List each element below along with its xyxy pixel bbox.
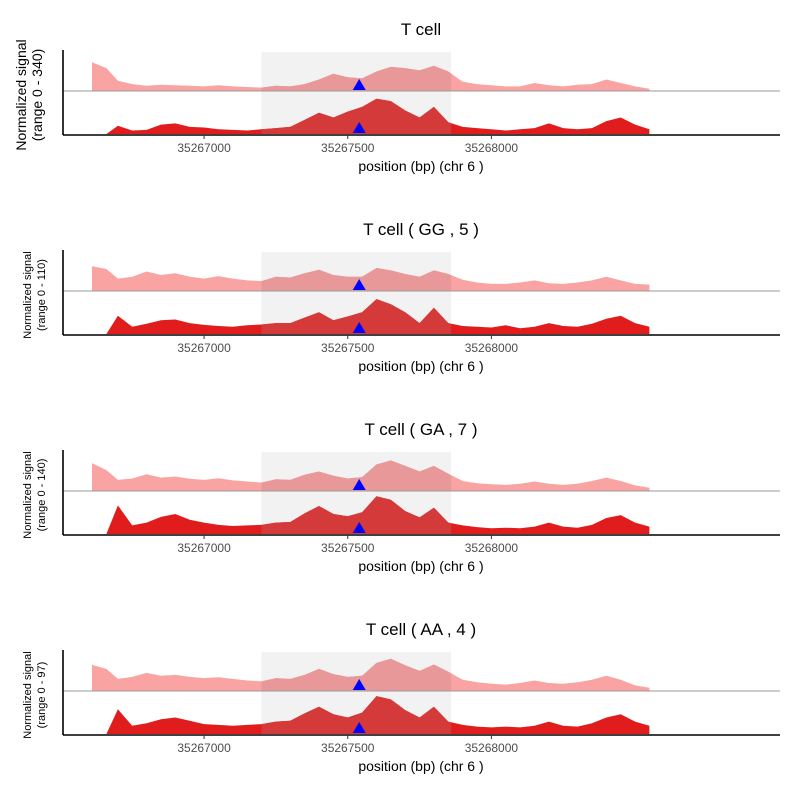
snp-marker-upper bbox=[352, 479, 366, 490]
x-tick-label: 35268000 bbox=[465, 741, 519, 755]
snp-marker-lower bbox=[352, 322, 366, 333]
x-tick-label: 35267500 bbox=[321, 741, 375, 755]
panel-title: T cell ( GG , 5 ) bbox=[363, 220, 479, 239]
x-tick-label: 35267500 bbox=[321, 341, 375, 355]
x-tick-label: 35268000 bbox=[465, 341, 519, 355]
y-axis-label: Normalized signal bbox=[13, 39, 29, 150]
y-axis-label: Normalized signal bbox=[22, 451, 34, 538]
y-axis-range-label: (range 0 - 340) bbox=[29, 49, 45, 142]
panel-title: T cell bbox=[401, 20, 441, 39]
x-tick-label: 35267000 bbox=[177, 341, 231, 355]
x-tick-label: 35267500 bbox=[321, 541, 375, 555]
track-panel-3: 35267000 35267500 35268000 position (bp) (c… bbox=[22, 420, 780, 574]
snp-marker-lower bbox=[352, 722, 366, 733]
x-axis-label: position (bp) (chr 6 ) bbox=[358, 758, 483, 774]
y-axis-range-label: (range 0 - 97) bbox=[36, 662, 48, 729]
snp-marker-lower bbox=[352, 122, 366, 133]
snp-marker-lower bbox=[352, 522, 366, 533]
snp-marker-upper bbox=[352, 679, 366, 690]
y-axis-label: Normalized signal bbox=[22, 651, 34, 738]
x-axis-label: position (bp) (chr 6 ) bbox=[358, 558, 483, 574]
x-tick-label: 35268000 bbox=[465, 541, 519, 555]
track-panel-2: 35267000 35267500 35268000 position (bp) (c… bbox=[22, 220, 780, 374]
y-axis-label: Normalized signal bbox=[22, 251, 34, 338]
track-panel-1: 35267000 35267500 35268000 position (bp) (c… bbox=[13, 20, 780, 174]
x-tick-label: 35268000 bbox=[465, 141, 519, 155]
x-axis-label: position (bp) (chr 6 ) bbox=[358, 158, 483, 174]
x-tick-label: 35267000 bbox=[177, 741, 231, 755]
snp-marker-upper bbox=[352, 79, 366, 90]
y-axis-range-label: (range 0 - 110) bbox=[36, 259, 48, 331]
panel-title: T cell ( GA , 7 ) bbox=[364, 420, 477, 439]
x-tick-label: 35267000 bbox=[177, 141, 231, 155]
snp-marker-upper bbox=[352, 279, 366, 290]
track-panel-4: 35267000 35267500 35268000 position (bp) (c… bbox=[22, 620, 780, 774]
panel-title: T cell ( AA , 4 ) bbox=[366, 620, 476, 639]
y-axis-range-label: (range 0 - 140) bbox=[36, 459, 48, 532]
x-axis-label: position (bp) (chr 6 ) bbox=[358, 358, 483, 374]
x-tick-label: 35267000 bbox=[177, 541, 231, 555]
x-tick-label: 35267500 bbox=[321, 141, 375, 155]
